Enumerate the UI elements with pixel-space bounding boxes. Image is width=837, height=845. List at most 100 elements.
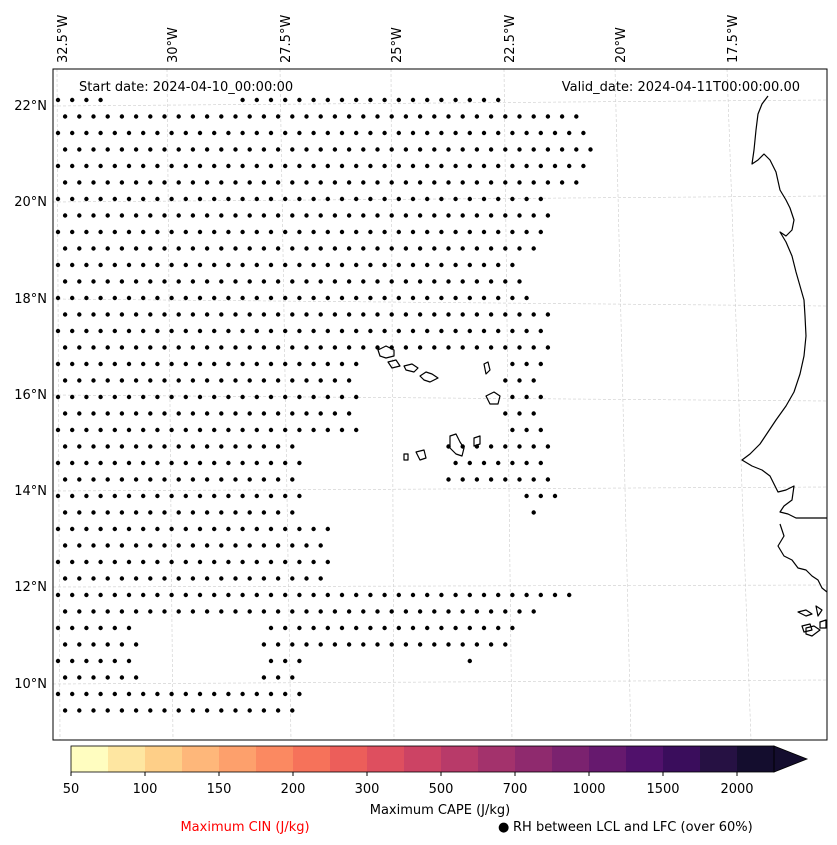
rh-dot <box>325 262 330 268</box>
rh-dot <box>488 114 494 119</box>
rh-dot <box>55 394 61 400</box>
rh-dot <box>524 361 529 367</box>
rh-dot <box>524 130 529 136</box>
rh-dot <box>98 592 103 598</box>
rh-dot <box>417 345 423 350</box>
rh-dot <box>119 114 125 119</box>
rh-dot <box>84 691 89 697</box>
rh-dot <box>496 163 501 169</box>
rh-dot <box>155 163 160 169</box>
rh-dot <box>98 559 103 565</box>
rh-dot <box>176 279 181 284</box>
rh-dot <box>389 609 394 614</box>
rh-dot <box>332 642 338 647</box>
rh-dot <box>304 180 309 185</box>
lon-label-22-5w: 22.5°W <box>503 15 518 63</box>
rh-dot <box>148 477 153 482</box>
rh-dot <box>176 708 181 713</box>
rh-dot <box>481 163 487 169</box>
rh-dot <box>325 526 330 532</box>
rh-dot <box>77 477 82 482</box>
rh-dot <box>318 609 323 614</box>
rh-dot <box>91 675 96 680</box>
rh-dot <box>162 180 167 185</box>
rh-dot <box>425 97 430 103</box>
rh-dot <box>446 609 451 614</box>
rh-dot <box>141 262 146 268</box>
rh-dot <box>552 130 558 136</box>
rh-dot <box>332 180 338 185</box>
rh-dot <box>481 196 487 202</box>
rh-dot <box>162 279 167 284</box>
rh-dot <box>318 213 323 218</box>
rh-dot <box>183 526 188 532</box>
rh-dot <box>112 427 118 433</box>
rh-dot <box>105 708 110 713</box>
colorbar-swatch <box>441 746 479 772</box>
rh-dot <box>119 477 125 482</box>
rh-dot <box>354 592 359 598</box>
rh-dot <box>339 295 345 301</box>
rh-dot <box>389 642 394 647</box>
rh-dot <box>510 625 515 631</box>
rh-dot <box>545 345 551 350</box>
rh-dot <box>169 526 174 532</box>
rh-dot <box>290 312 295 317</box>
rh-dot <box>197 295 203 301</box>
rh-dot <box>290 246 295 251</box>
rh-dot <box>126 526 132 532</box>
rh-dot <box>275 345 281 350</box>
start-date-label: Start date: 2024-04-10_00:00:00 <box>79 80 293 95</box>
rh-dot <box>183 361 188 367</box>
rh-dot <box>283 196 288 202</box>
rh-dot <box>112 262 118 268</box>
rh-dot <box>119 675 125 680</box>
rh-dot <box>62 312 68 317</box>
rh-dot <box>325 196 330 202</box>
rh-dot <box>254 691 259 697</box>
rh-dot <box>275 378 281 383</box>
rh-dot <box>318 642 323 647</box>
rh-dot <box>417 279 423 284</box>
rh-dot <box>176 147 181 152</box>
rh-dot <box>275 510 281 515</box>
rh-dot <box>233 444 238 449</box>
rh-dot <box>112 460 118 466</box>
rh-dot <box>311 625 316 631</box>
rh-dot <box>226 427 231 433</box>
rh-dot <box>268 658 274 664</box>
rh-dot <box>91 378 96 383</box>
rh-dot <box>204 510 210 515</box>
rh-dot <box>275 114 281 119</box>
rh-dot <box>403 609 409 614</box>
rh-dot <box>339 361 345 367</box>
rh-dot <box>126 625 132 631</box>
rh-dot <box>98 493 103 499</box>
rh-dot <box>212 262 217 268</box>
rh-dot <box>183 559 188 565</box>
rh-dot <box>141 592 146 598</box>
rh-dot <box>382 229 387 235</box>
rh-dot <box>545 312 551 317</box>
rh-dot <box>538 196 543 202</box>
rh-dot <box>55 427 61 433</box>
rh-dot <box>510 427 515 433</box>
rh-dot <box>581 130 586 136</box>
rh-dot <box>133 477 139 482</box>
rh-dot <box>62 444 68 449</box>
rh-dot <box>467 625 472 631</box>
rh-dot <box>98 229 103 235</box>
rh-dot <box>155 262 160 268</box>
rh-dot <box>446 114 451 119</box>
rh-dot <box>190 477 196 482</box>
rh-dot <box>481 295 487 301</box>
rh-dot <box>318 345 323 350</box>
rh-dot <box>183 592 188 598</box>
rh-dot <box>510 130 515 136</box>
rh-dot <box>354 262 359 268</box>
island-boa-vista <box>485 391 501 405</box>
rh-dot <box>545 180 551 185</box>
rh-dot <box>403 180 409 185</box>
rh-dot <box>197 460 203 466</box>
rh-dot <box>133 114 139 119</box>
